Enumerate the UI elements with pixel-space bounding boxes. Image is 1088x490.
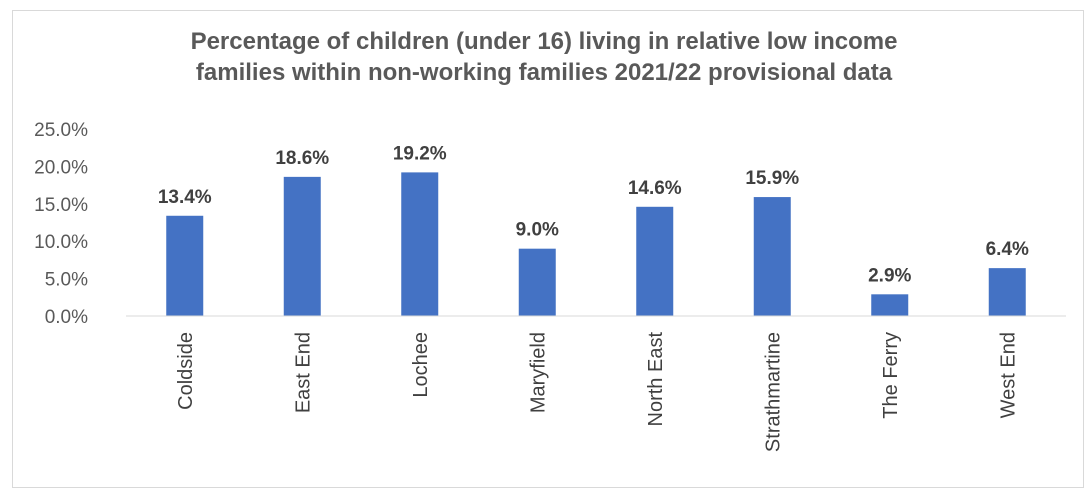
y-tick-label: 5.0% [45,270,88,291]
data-label: 13.4% [158,187,212,208]
data-labels: 13.4% 18.6% 19.2% 9.0% 14.6% 15.9% 2.9% 6.4% [158,143,1029,286]
category-label: East End [292,332,314,413]
data-label: 15.9% [745,168,799,189]
category-label: Coldside [175,332,197,410]
category-label: West End [997,332,1019,418]
category-label: Strathmartine [762,332,784,452]
x-axis: Coldside East End Lochee Maryfield North Eas… [126,315,1066,452]
category-label: Lochee [410,332,432,398]
y-axis: 0.0% 5.0% 10.0% 15.0% 20.0% 25.0% [34,120,88,328]
y-tick-label: 25.0% [34,120,88,141]
bar [518,248,556,316]
category-label: The Ferry [880,332,902,419]
bar [988,268,1026,316]
y-tick-label: 15.0% [34,195,88,216]
bar [636,206,674,316]
category-label: Maryfield [527,332,549,413]
bar [283,176,321,316]
y-tick-label: 20.0% [34,157,88,178]
data-label: 9.0% [516,220,559,241]
chart-title: Percentage of children (under 16) living… [190,28,898,86]
bar [166,215,204,316]
y-tick-label: 0.0% [45,307,88,328]
bar [753,197,791,316]
category-label: North East [645,332,667,427]
bars [166,172,1026,316]
data-label: 14.6% [628,178,682,199]
bar [871,294,909,316]
y-tick-label: 10.0% [34,232,88,253]
bar [401,172,439,316]
data-label: 2.9% [868,265,911,286]
data-label: 19.2% [393,143,447,164]
data-label: 6.4% [986,239,1029,260]
data-label: 18.6% [275,148,329,169]
